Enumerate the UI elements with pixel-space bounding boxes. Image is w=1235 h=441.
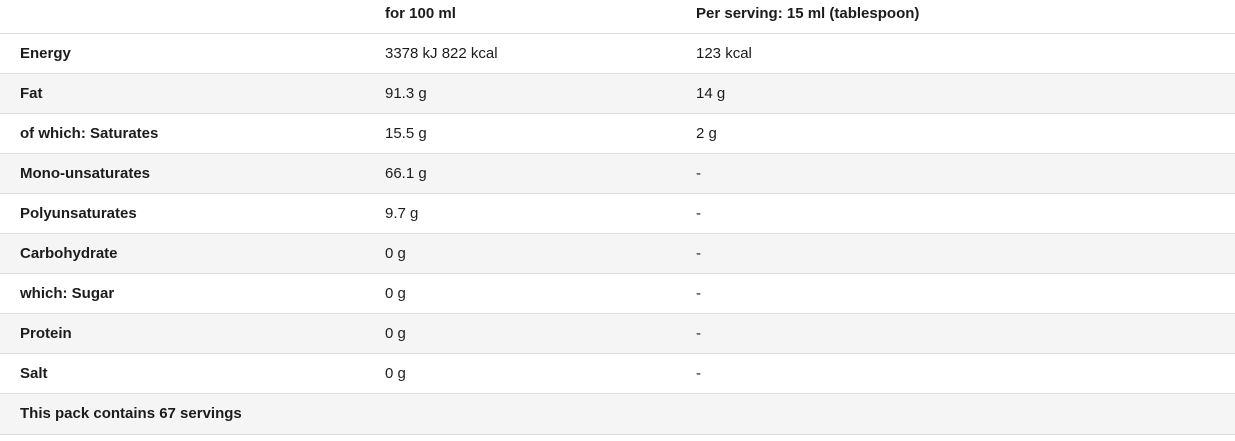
nutrient-label: Protein — [0, 313, 385, 354]
table-row: Protein 0 g - — [0, 313, 1235, 354]
nutrient-label: Polyunsaturates — [0, 193, 385, 234]
value-per-100ml: 9.7 g — [385, 193, 696, 234]
nutrient-label: Carbohydrate — [0, 233, 385, 274]
table-row: Carbohydrate 0 g - — [0, 233, 1235, 274]
table-row: Energy 3378 kJ 822 kcal 123 kcal — [0, 33, 1235, 74]
nutrient-label: Energy — [0, 33, 385, 74]
header-per-serving: Per serving: 15 ml (tablespoon) — [696, 0, 1235, 34]
value-per-100ml: 0 g — [385, 233, 696, 274]
value-per-serving: 14 g — [696, 73, 1235, 114]
value-per-100ml: 0 g — [385, 313, 696, 354]
value-per-100ml: 15.5 g — [385, 113, 696, 154]
value-per-serving: - — [696, 233, 1235, 274]
table-row: Fat 91.3 g 14 g — [0, 73, 1235, 114]
table-row: which: Sugar 0 g - — [0, 273, 1235, 314]
nutrient-label: of which: Saturates — [0, 113, 385, 154]
value-per-serving: - — [696, 153, 1235, 194]
header-per-100ml: for 100 ml — [385, 0, 696, 34]
value-per-100ml: 3378 kJ 822 kcal — [385, 33, 696, 74]
table-row: Mono-unsaturates 66.1 g - — [0, 153, 1235, 194]
table-row: Salt 0 g - — [0, 353, 1235, 394]
value-per-100ml: 66.1 g — [385, 153, 696, 194]
table-row: of which: Saturates 15.5 g 2 g — [0, 113, 1235, 154]
value-per-100ml: 0 g — [385, 353, 696, 394]
nutrient-label: Mono-unsaturates — [0, 153, 385, 194]
value-per-serving: - — [696, 193, 1235, 234]
nutrient-label: which: Sugar — [0, 273, 385, 314]
value-per-serving: - — [696, 353, 1235, 394]
value-per-serving: 123 kcal — [696, 33, 1235, 74]
nutrient-label: Fat — [0, 73, 385, 114]
footer-row: This pack contains 67 servings — [0, 393, 1235, 435]
header-nutrient — [0, 0, 385, 34]
servings-note: This pack contains 67 servings — [0, 393, 1235, 435]
value-per-serving: - — [696, 313, 1235, 354]
value-per-100ml: 91.3 g — [385, 73, 696, 114]
table-row: Polyunsaturates 9.7 g - — [0, 193, 1235, 234]
value-per-100ml: 0 g — [385, 273, 696, 314]
nutrient-label: Salt — [0, 353, 385, 394]
header-row: for 100 ml Per serving: 15 ml (tablespoo… — [0, 0, 1235, 34]
value-per-serving: 2 g — [696, 113, 1235, 154]
value-per-serving: - — [696, 273, 1235, 314]
